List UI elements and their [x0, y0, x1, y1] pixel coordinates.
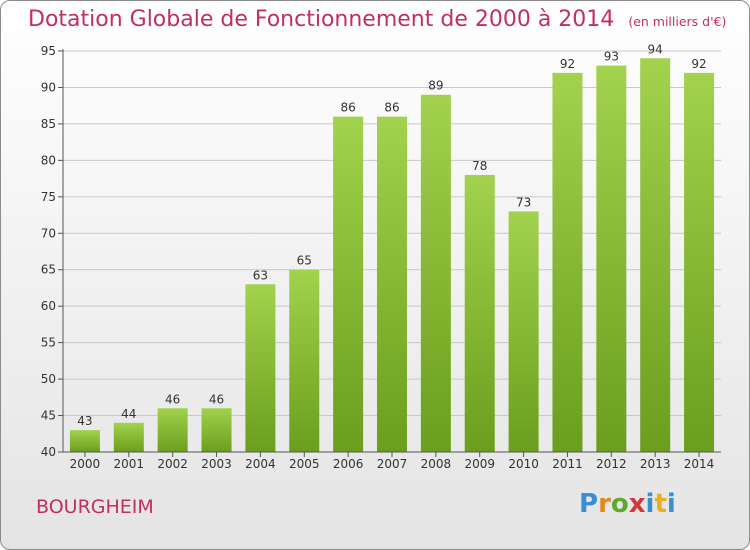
x-tick-label: 2002	[157, 457, 188, 471]
x-tick-label: 2003	[201, 457, 232, 471]
bar	[113, 422, 144, 452]
bar	[464, 174, 495, 453]
data-label: 86	[384, 101, 399, 115]
data-label: 94	[648, 42, 663, 56]
y-tick-label: 55	[41, 336, 56, 350]
bar	[289, 269, 320, 452]
y-tick-label: 50	[41, 372, 56, 386]
x-tick-label: 2010	[508, 457, 539, 471]
bar	[157, 408, 188, 452]
bar	[420, 94, 451, 452]
y-tick-label: 70	[41, 226, 56, 240]
chart-title: Dotation Globale de Fonctionnement de 20…	[28, 7, 726, 32]
bar	[640, 58, 671, 453]
data-label: 92	[560, 57, 575, 71]
x-tick-label: 2011	[552, 457, 583, 471]
bar	[552, 72, 583, 452]
y-tick-label: 75	[41, 190, 56, 204]
bar	[245, 284, 276, 452]
commune-name: BOURGHEIM	[36, 496, 154, 518]
x-tick-label: 2013	[640, 457, 671, 471]
data-label: 92	[691, 57, 706, 71]
bar	[596, 65, 627, 452]
data-label: 86	[340, 101, 355, 115]
y-tick-label: 95	[41, 44, 56, 58]
data-label: 89	[428, 79, 443, 93]
data-label: 44	[121, 407, 136, 421]
data-label: 43	[77, 414, 92, 428]
data-label: 93	[604, 50, 619, 64]
y-tick-label: 40	[41, 445, 56, 459]
bar	[508, 211, 539, 452]
x-tick-label: 2001	[114, 457, 145, 471]
x-tick-label: 2007	[377, 457, 408, 471]
y-tick-label: 85	[41, 117, 56, 131]
x-tick-label: 2000	[70, 457, 101, 471]
x-tick-label: 2005	[289, 457, 320, 471]
x-tick-label: 2014	[684, 457, 715, 471]
proxiti-logo[interactable]: Proxiti	[579, 489, 676, 519]
data-label: 73	[516, 195, 531, 209]
y-tick-label: 65	[41, 263, 56, 277]
title-text: Dotation Globale de Fonctionnement de 20…	[28, 7, 615, 32]
y-tick-label: 45	[41, 409, 56, 423]
x-tick-label: 2006	[333, 457, 364, 471]
bar	[69, 430, 100, 452]
bar	[201, 408, 232, 452]
y-tick-label: 80	[41, 153, 56, 167]
data-label: 46	[209, 392, 224, 406]
x-tick-label: 2009	[464, 457, 495, 471]
title-unit: (en milliers d'€)	[628, 14, 727, 29]
bar	[333, 116, 364, 453]
x-tick-label: 2008	[421, 457, 452, 471]
axes: 40 45 50 55 60 65 70 75 80 85 90 95 2000 2001 2002 2003…	[41, 44, 721, 471]
data-label: 46	[165, 392, 180, 406]
x-tick-label: 2012	[596, 457, 627, 471]
bars: 43 44 46 46 63 65 86 86 89 78 73 92 93 94 92	[69, 42, 715, 453]
x-tick-label: 2004	[245, 457, 276, 471]
data-label: 63	[253, 268, 268, 282]
data-label: 78	[472, 159, 487, 173]
bar	[684, 72, 715, 452]
y-tick-label: 60	[41, 299, 56, 313]
data-label: 65	[297, 254, 312, 268]
y-tick-label: 90	[41, 80, 56, 94]
bar	[377, 116, 407, 453]
